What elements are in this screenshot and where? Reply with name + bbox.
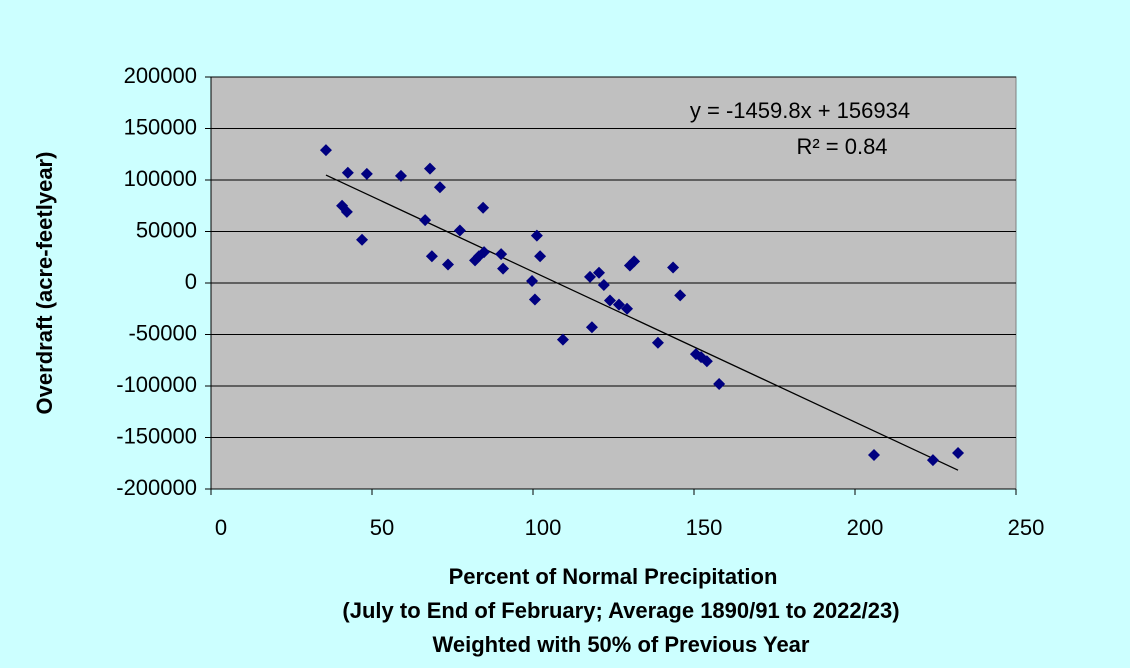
point (495, 248, 508, 261)
point (700, 355, 713, 368)
y-tick-label: -150000 (116, 423, 197, 448)
point (612, 298, 625, 311)
x-tick-label: 100 (525, 515, 562, 540)
point (478, 246, 491, 259)
point (926, 454, 939, 467)
point (530, 229, 543, 242)
point (651, 336, 664, 349)
x-axis-label: Percent of Normal Precipitation (449, 564, 778, 589)
point (528, 293, 541, 306)
point (867, 449, 880, 462)
point (441, 258, 454, 271)
point (597, 279, 610, 292)
trend-line (325, 174, 959, 471)
point (356, 233, 369, 246)
point (583, 270, 596, 283)
x-tick-label: 0 (215, 515, 227, 540)
y-tick-label: -100000 (116, 372, 197, 397)
y-axis-label: Overdraft (acre-feetlyear) (32, 152, 57, 415)
point (713, 377, 726, 390)
y-tick-label: 200000 (124, 63, 197, 88)
point (433, 181, 446, 194)
point (340, 205, 353, 218)
point (453, 224, 466, 237)
point (952, 446, 965, 459)
y-tick-label: 0 (185, 269, 197, 294)
point (419, 214, 432, 227)
point (667, 261, 680, 274)
y-tick-label: -50000 (128, 320, 197, 345)
point (603, 294, 616, 307)
x-axis-label: Weighted with 50% of Previous Year (433, 632, 810, 657)
x-tick-label: 200 (847, 515, 884, 540)
trend-r2: R² = 0.84 (796, 134, 887, 159)
point (526, 274, 539, 287)
point (394, 169, 407, 182)
y-tick-label: -200000 (116, 475, 197, 500)
point (341, 166, 354, 179)
point (593, 266, 606, 279)
point (585, 321, 598, 334)
point (628, 255, 641, 268)
point (497, 262, 510, 275)
y-tick-label: 50000 (136, 217, 197, 242)
point (621, 302, 634, 315)
point (674, 289, 687, 302)
point (477, 201, 490, 214)
point (423, 162, 436, 175)
x-tick-label: 250 (1008, 515, 1045, 540)
x-tick-label: 50 (370, 515, 394, 540)
y-tick-label: 150000 (124, 114, 197, 139)
trend-equation: y = -1459.8x + 156934 (690, 98, 910, 123)
point (556, 333, 569, 346)
y-tick-label: 100000 (124, 166, 197, 191)
x-axis-label: (July to End of February; Average 1890/9… (342, 598, 899, 623)
point (319, 144, 332, 157)
point (360, 167, 373, 180)
x-tick-label: 150 (686, 515, 723, 540)
point (425, 250, 438, 263)
point (534, 250, 547, 263)
